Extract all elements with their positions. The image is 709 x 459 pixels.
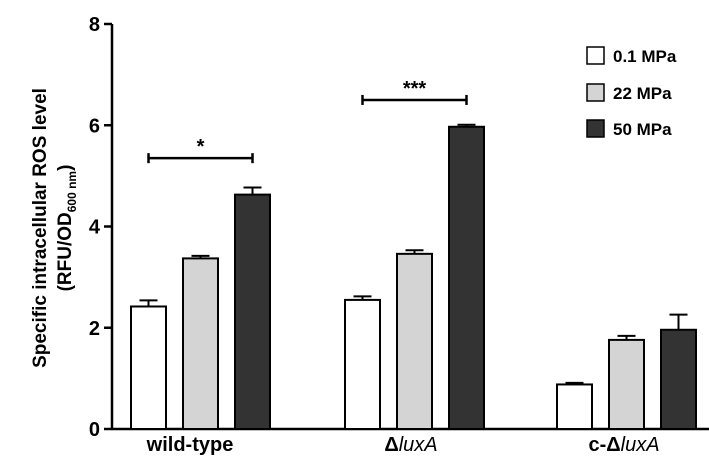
y-tick-label-0: 0 (89, 419, 100, 441)
significance-label-0: * (197, 136, 205, 158)
x-label-c-delta-luxa: c-ΔluxA (588, 434, 659, 456)
y-axis-title-line1: Specific intracellular ROS level (30, 88, 51, 368)
legend-swatch-22-mpa (586, 83, 605, 102)
x-label-wild-type: wild-type (146, 434, 234, 456)
legend-label-50-mpa: 50 MPa (613, 120, 672, 139)
legend-label-0-1-mpa: 0.1 MPa (613, 47, 677, 66)
y-tick-label-2: 2 (89, 318, 100, 340)
bar-0-1-mpa-group-1 (344, 298, 381, 430)
y-axis-title-post: ) (55, 165, 76, 171)
x-label-delta-luxa: ΔluxA (384, 434, 437, 456)
y-axis-title-pre: (RFU/OD (55, 212, 76, 291)
y-tick-label-8: 8 (89, 14, 100, 36)
bar-0-1-mpa-group-2 (556, 383, 593, 431)
bar-50-mpa-group-2 (660, 328, 697, 430)
y-axis-title-sub: 600 nm (65, 171, 79, 212)
legend: 0.1 MPa 22 MPa 50 MPa (586, 46, 677, 139)
bar-50-mpa-group-1 (448, 125, 485, 431)
y-tick-label-6: 6 (89, 115, 100, 137)
legend-swatch-50-mpa (586, 119, 605, 138)
bar-0-1-mpa-group-0 (130, 305, 167, 430)
bar-22-mpa-group-2 (608, 338, 645, 430)
legend-swatch-0-1-mpa (586, 46, 605, 65)
y-axis-title-line2: (RFU/OD600 nm) (55, 165, 79, 292)
significance-label-1: *** (403, 78, 427, 100)
bar-50-mpa-group-0 (234, 193, 271, 430)
bar-22-mpa-group-0 (182, 257, 219, 430)
legend-label-22-mpa: 22 MPa (613, 84, 672, 103)
bar-22-mpa-group-1 (396, 252, 433, 430)
y-tick-label-4: 4 (89, 217, 101, 239)
